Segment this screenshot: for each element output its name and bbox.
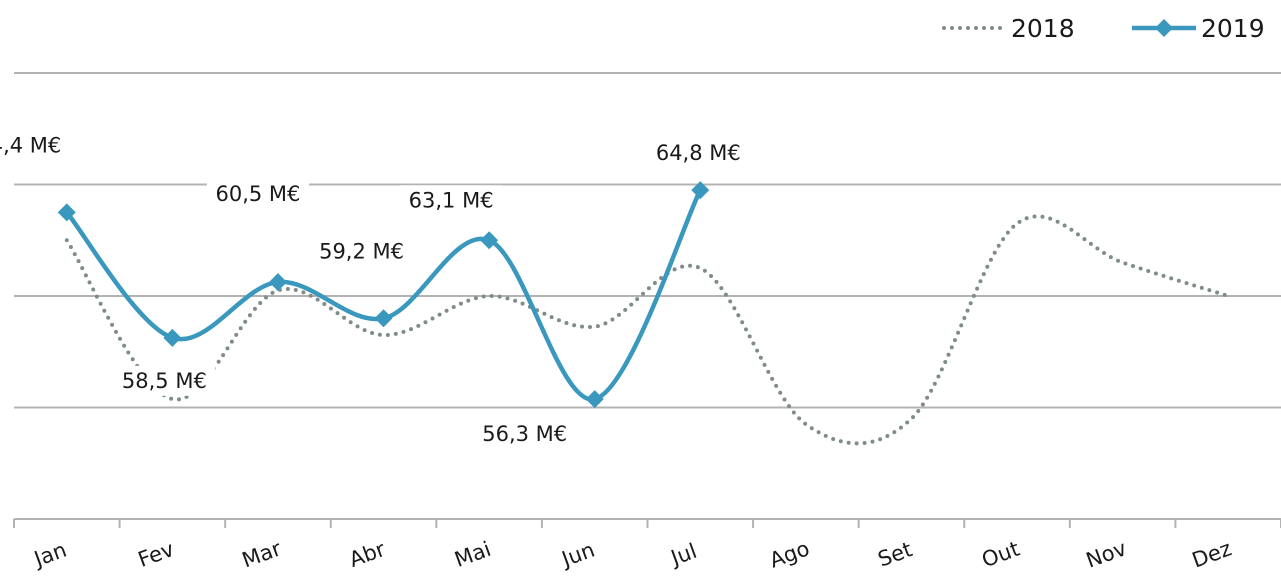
legend-marker-2019 (1155, 19, 1173, 37)
legend-label-2018: 2018 (1011, 14, 1075, 43)
x-tick-label: Jan (29, 538, 70, 572)
x-tick-label: Set (875, 537, 916, 571)
series-line-2018 (64, 214, 1231, 446)
x-tick-label: Mai (451, 537, 494, 572)
data-label: 58,5 M€ (122, 369, 207, 393)
data-labels: 64,4 M€ 58,5 M€ 60,5 M€ 59,2 M€ 63,1 M€ 56,3 … (0, 130, 750, 450)
x-tick-label: Dez (1189, 536, 1235, 572)
data-label: 63,1 M€ (409, 188, 494, 212)
data-label: 60,5 M€ (215, 182, 300, 206)
data-label-bg (0, 130, 70, 161)
data-label-bg (473, 419, 576, 450)
x-tick-label: Ago (766, 536, 812, 572)
data-label: 56,3 M€ (482, 422, 567, 446)
data-label-bg (206, 179, 310, 210)
data-point (480, 231, 499, 250)
data-label-bg (400, 185, 503, 216)
data-point (268, 273, 287, 292)
x-tick-label: Jul (666, 539, 700, 571)
x-axis: Jan Fev Mar Abr Mai Jun Jul Ago Set Out Nov Dez (13, 519, 1281, 573)
x-tick-label: Abr (346, 537, 389, 572)
data-point (585, 390, 604, 409)
data-point (57, 203, 76, 222)
data-label-bg (113, 365, 216, 396)
legend-label-2019: 2019 (1201, 14, 1265, 43)
plot-area (57, 181, 1231, 446)
x-tick-label: Mar (239, 536, 285, 572)
x-tick-label: Out (979, 537, 1023, 573)
x-tick-label: Nov (1083, 536, 1130, 573)
x-tick-label: Jun (557, 538, 598, 572)
data-label: 59,2 M€ (319, 239, 404, 263)
data-label-bg (310, 236, 413, 267)
data-point (374, 309, 393, 328)
data-label-bg (647, 138, 750, 169)
legend: 2018 2019 (942, 14, 1265, 43)
data-point (691, 181, 710, 200)
x-tick-label: Fev (135, 537, 177, 572)
data-point (163, 328, 182, 347)
data-label: 64,4 M€ (0, 133, 61, 157)
data-label: 64,8 M€ (656, 141, 741, 165)
